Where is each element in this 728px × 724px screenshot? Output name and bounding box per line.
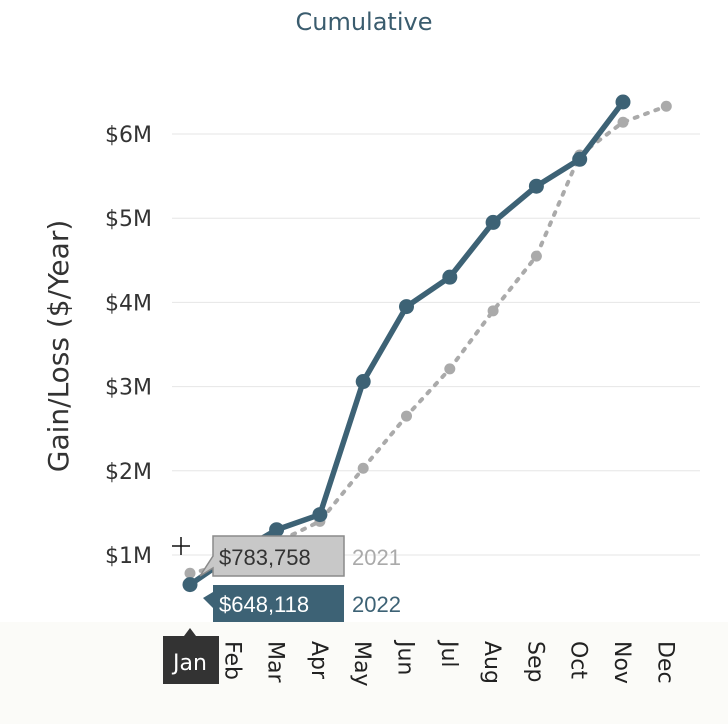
data-point-2022[interactable] bbox=[399, 299, 414, 315]
y-tick-label: $3M bbox=[105, 376, 152, 401]
data-point-2022[interactable] bbox=[572, 151, 588, 167]
x-tick-label[interactable]: Dec bbox=[652, 641, 677, 684]
data-point-2021[interactable] bbox=[357, 462, 369, 474]
data-point-2021[interactable] bbox=[444, 363, 456, 375]
x-tick-label[interactable]: Feb bbox=[219, 641, 244, 680]
x-tick-label[interactable]: Oct bbox=[566, 641, 591, 679]
y-tick-label: $2M bbox=[105, 460, 152, 485]
y-tick-label: $5M bbox=[105, 207, 152, 232]
tooltip-2022-year: 2022 bbox=[352, 592, 401, 617]
data-point-2022[interactable] bbox=[528, 178, 544, 194]
series-line-2021 bbox=[188, 104, 669, 576]
tooltip-2021-year: 2021 bbox=[352, 545, 401, 570]
data-point-2022[interactable] bbox=[269, 522, 285, 538]
tooltip-2022-value: $648,118 bbox=[219, 592, 309, 617]
x-tick-label[interactable]: Sep bbox=[522, 641, 547, 682]
data-point-2021[interactable] bbox=[184, 567, 196, 579]
tooltip-2021-value: $783,758 bbox=[219, 545, 311, 570]
data-point-2022[interactable] bbox=[442, 269, 458, 285]
data-point-2021[interactable] bbox=[487, 305, 499, 317]
axis-band bbox=[0, 622, 728, 724]
chart-title: Cumulative bbox=[295, 8, 433, 36]
x-tick-label[interactable]: Mar bbox=[263, 641, 288, 683]
data-point-2022[interactable] bbox=[312, 507, 328, 523]
x-tick-label[interactable]: Aug bbox=[479, 641, 504, 684]
x-tick-label[interactable]: Apr bbox=[306, 641, 331, 680]
series-line-2022 bbox=[187, 99, 626, 588]
selected-month-highlight bbox=[163, 636, 219, 684]
selected-month-caret-icon bbox=[184, 628, 196, 636]
data-point-2021[interactable] bbox=[401, 410, 412, 422]
data-point-2022[interactable] bbox=[485, 214, 501, 230]
y-tick-label: $6M bbox=[105, 123, 152, 148]
crosshair-cursor-icon bbox=[172, 537, 190, 555]
x-tick-label[interactable]: Jun bbox=[393, 639, 418, 675]
data-point-2022[interactable] bbox=[355, 374, 371, 390]
x-tick-label[interactable]: Jul bbox=[436, 639, 461, 668]
x-tick-label[interactable]: May bbox=[349, 641, 374, 686]
y-tick-label: $1M bbox=[105, 544, 152, 569]
data-point-2021[interactable] bbox=[530, 250, 542, 262]
data-point-2021[interactable] bbox=[660, 100, 672, 112]
y-tick-label: $4M bbox=[105, 291, 152, 316]
y-axis-label: Gain/Loss ($/Year) bbox=[42, 220, 75, 473]
tooltip-2022-box bbox=[203, 585, 344, 622]
x-tick-label-selected[interactable]: Jan bbox=[171, 651, 207, 676]
tooltip-2021-box bbox=[199, 535, 345, 577]
x-tick-label[interactable]: Nov bbox=[609, 641, 634, 684]
data-point-2022[interactable] bbox=[182, 577, 198, 593]
data-point-2021[interactable] bbox=[617, 116, 629, 128]
data-point-2022[interactable] bbox=[615, 94, 631, 110]
